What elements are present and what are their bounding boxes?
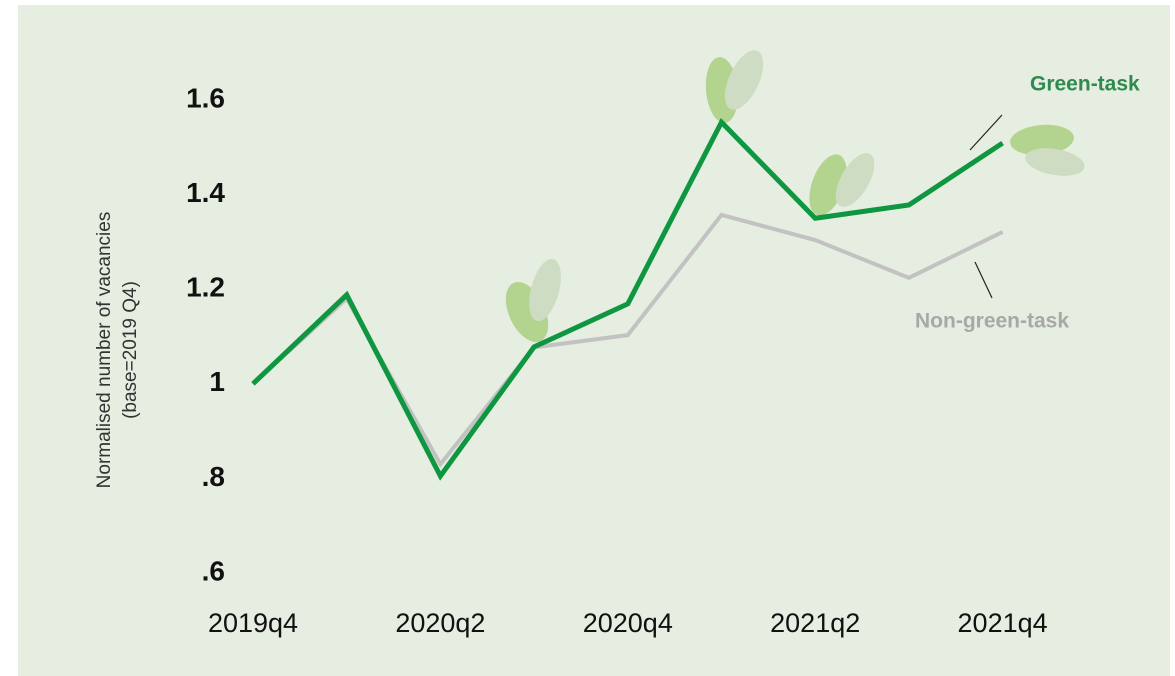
y-tick-label: .6 (202, 555, 225, 586)
x-tick-label: 2020q4 (583, 608, 673, 638)
page: {"chart_data": {"type": "line", "ylabel"… (0, 0, 1175, 676)
x-tick-label: 2021q2 (770, 608, 860, 638)
y-axis-label-line: (base=2019 Q4) (120, 281, 141, 419)
x-tick-label: 2021q4 (958, 608, 1048, 638)
x-tick-label: 2020q2 (395, 608, 485, 638)
y-axis-label-line: Normalised number of vacancies (94, 212, 115, 489)
x-tick-label: 2019q4 (208, 608, 298, 638)
y-tick-label: 1.4 (186, 177, 225, 208)
series-label: Non-green-task (915, 310, 1069, 333)
y-tick-label: 1 (209, 366, 225, 397)
y-tick-label: 1.6 (186, 82, 225, 113)
y-tick-label: 1.2 (186, 272, 225, 303)
series-label: Green-task (1030, 73, 1140, 96)
y-tick-label: .8 (202, 461, 225, 492)
chart: Normalised number of vacancies (base=201… (0, 0, 1175, 676)
